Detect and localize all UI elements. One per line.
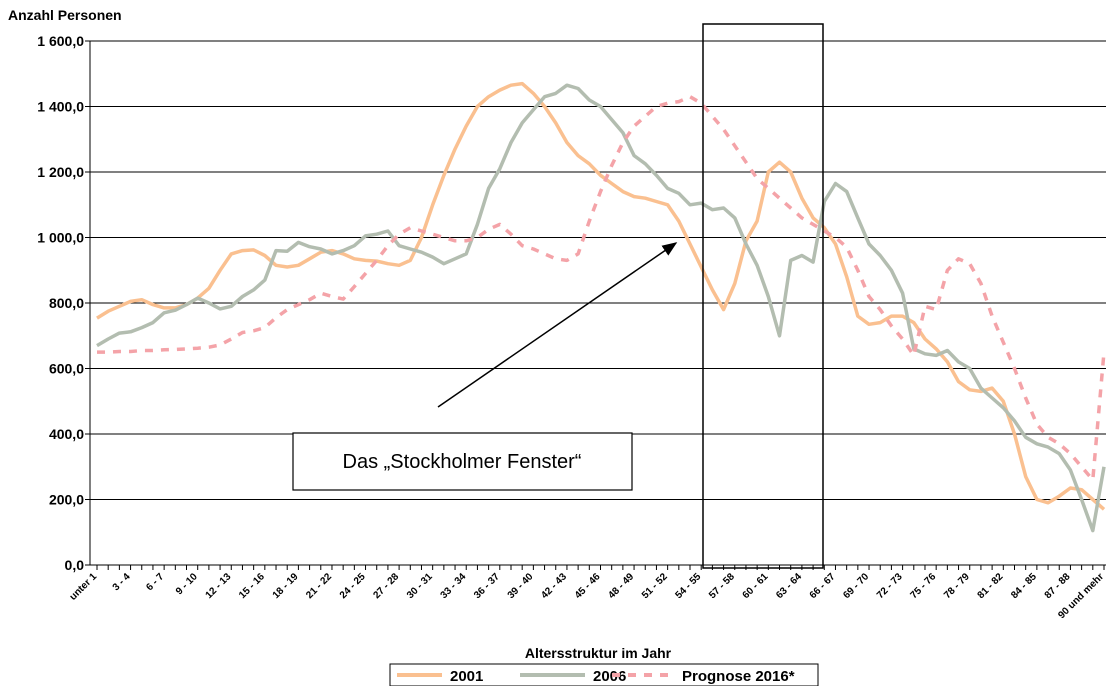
x-tick-label: 72 - 73	[875, 571, 905, 601]
x-tick-label: 12 - 13	[204, 571, 234, 601]
y-tick-label: 600,0	[49, 361, 84, 377]
y-tick-label: 1 400,0	[37, 99, 84, 115]
legend-label: 2001	[450, 668, 483, 685]
x-tick-label: 30 - 31	[405, 571, 435, 601]
x-tick-label: 57 - 58	[707, 571, 737, 601]
y-tick-label: 1 600,0	[37, 33, 84, 49]
series-line	[97, 94, 1106, 482]
series-line	[96, 81, 1106, 511]
y-tick-label: 0,0	[65, 557, 85, 573]
x-tick-label: 42 - 43	[539, 571, 569, 601]
y-tick-label: 400,0	[49, 426, 84, 442]
y-tick-label: 1 000,0	[37, 230, 84, 246]
x-tick-label: 69 - 70	[841, 571, 871, 601]
x-tick-label: 63 - 64	[774, 571, 804, 601]
x-tick-label: 9 - 10	[174, 571, 200, 597]
x-tick-label: 78 - 79	[942, 571, 972, 601]
x-tick-label: 66 - 67	[808, 571, 838, 601]
legend-label: Prognose 2016*	[682, 668, 795, 685]
x-tick-label: 48 - 49	[606, 571, 636, 601]
x-tick-label: 51 - 52	[640, 571, 670, 601]
annotation-box	[292, 432, 633, 491]
x-tick-label: 6 - 7	[144, 571, 166, 593]
annotation: Das „Stockholmer Fenster“	[343, 451, 582, 473]
x-tick-label: 45 - 46	[573, 571, 603, 601]
y-tick-label: 200,0	[49, 492, 84, 508]
x-axis-label: Altersstruktur im Jahr	[525, 645, 672, 661]
x-tick-label: 36 - 37	[472, 571, 502, 601]
x-tick-label: 81 - 82	[976, 571, 1006, 601]
legend	[389, 663, 819, 686]
x-tick-label: 60 - 61	[741, 571, 771, 601]
y-tick-label: 1 200,0	[37, 164, 84, 180]
arrow	[437, 242, 678, 408]
series-line	[96, 83, 1106, 533]
x-tick-label: 54 - 55	[674, 571, 704, 601]
x-tick-label: 18 - 19	[271, 571, 301, 601]
x-tick-label: 3 - 4	[111, 571, 133, 593]
legend-label: 2006	[593, 668, 626, 685]
x-tick-label: 21 - 22	[304, 571, 334, 601]
x-tick-label: 87 - 88	[1043, 571, 1073, 601]
x-tick-label: 15 - 16	[237, 571, 267, 601]
x-tick-label: 75 - 76	[908, 571, 938, 601]
x-tick-label: 33 - 34	[439, 571, 469, 601]
x-tick-label: 27 - 28	[371, 571, 401, 601]
x-tick-label: 84 - 85	[1009, 571, 1039, 601]
x-tick-label: 39 - 40	[506, 571, 536, 601]
window-box	[702, 23, 824, 569]
x-tick-label: unter 1	[68, 571, 100, 603]
y-tick-label: 800,0	[49, 295, 84, 311]
x-tick-label: 24 - 25	[338, 571, 368, 601]
chart-title: Anzahl Personen	[8, 7, 122, 23]
